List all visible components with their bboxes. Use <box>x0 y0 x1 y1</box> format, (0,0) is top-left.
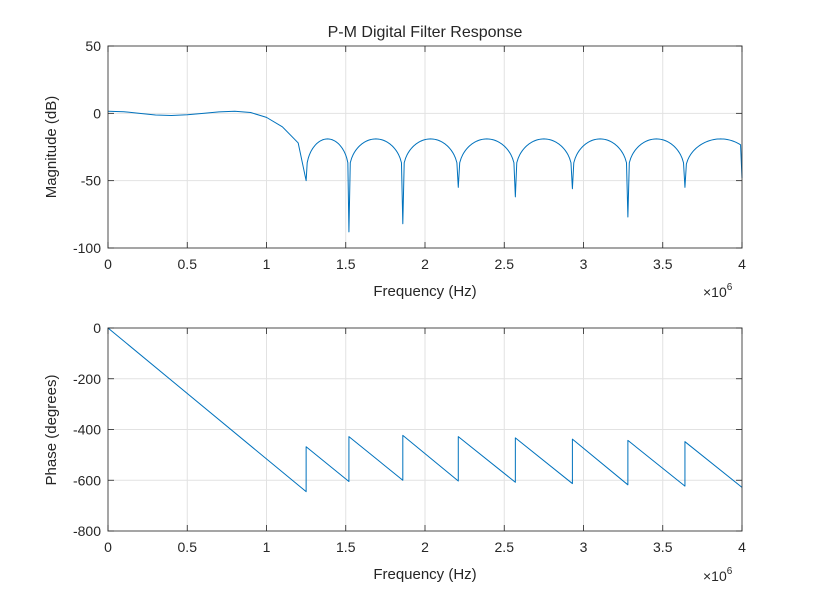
phase-plot: 0 0.5 1 1.5 2 2.5 3 3.5 4 -800 -600 -400 -200 0 Freq… <box>43 320 746 584</box>
magnitude-x-tick-label: 1.5 <box>336 256 356 272</box>
magnitude-x-tick-label: 2 <box>421 256 429 272</box>
phase-x-tick-label: 3 <box>580 539 588 555</box>
phase-y-tick-label: -600 <box>73 472 101 488</box>
magnitude-x-multiplier: ×106 <box>703 282 733 300</box>
magnitude-y-tick-label: -100 <box>73 240 101 256</box>
chart-title: P-M Digital Filter Response <box>328 24 523 41</box>
magnitude-y-tick-label: 0 <box>93 105 101 121</box>
magnitude-y-axis-label: Magnitude (dB) <box>43 96 60 199</box>
magnitude-y-tick-label: 50 <box>85 38 101 54</box>
magnitude-x-tick-label: 0 <box>104 256 112 272</box>
magnitude-x-tick-label: 1 <box>263 256 271 272</box>
magnitude-x-tick-label: 3.5 <box>653 256 673 272</box>
phase-y-axis-label: Phase (degrees) <box>43 375 60 486</box>
phase-x-tick-label: 4 <box>738 539 746 555</box>
phase-y-tick-label: 0 <box>93 320 101 336</box>
phase-x-tick-label: 1 <box>263 539 271 555</box>
magnitude-x-multiplier-base: ×10 <box>703 284 727 300</box>
phase-y-ticks: -800 -600 -400 -200 0 <box>73 320 742 539</box>
magnitude-y-ticks: -100 -50 0 50 <box>73 38 742 256</box>
phase-x-axis-label: Frequency (Hz) <box>373 566 476 583</box>
phase-x-tick-label: 0 <box>104 539 112 555</box>
magnitude-plot: P-M Digital Filter Response 0 0.5 1 1.5 2 2.5… <box>43 24 746 300</box>
magnitude-x-axis-label: Frequency (Hz) <box>373 283 476 300</box>
phase-x-tick-label: 1.5 <box>336 539 356 555</box>
magnitude-series <box>107 110 743 233</box>
phase-x-multiplier: ×106 <box>703 566 733 584</box>
phase-x-tick-label: 2.5 <box>495 539 515 555</box>
magnitude-x-ticks: 0 0.5 1 1.5 2 2.5 3 3.5 4 <box>104 46 746 272</box>
magnitude-x-tick-label: 4 <box>738 256 746 272</box>
phase-x-ticks: 0 0.5 1 1.5 2 2.5 3 3.5 4 <box>104 328 746 555</box>
magnitude-series-line <box>107 110 743 233</box>
magnitude-x-multiplier-exp: 6 <box>727 282 733 293</box>
phase-y-tick-label: -400 <box>73 422 101 438</box>
phase-x-tick-label: 0.5 <box>178 539 198 555</box>
magnitude-x-tick-label: 0.5 <box>178 256 198 272</box>
phase-x-tick-label: 3.5 <box>653 539 673 555</box>
phase-y-tick-label: -800 <box>73 523 101 539</box>
magnitude-y-tick-label: -50 <box>81 173 101 189</box>
phase-x-multiplier-exp: 6 <box>727 566 733 577</box>
phase-x-multiplier-base: ×10 <box>703 568 727 584</box>
magnitude-x-tick-label: 3 <box>580 256 588 272</box>
phase-series <box>107 327 743 493</box>
phase-y-tick-label: -200 <box>73 371 101 387</box>
magnitude-x-tick-label: 2.5 <box>495 256 515 272</box>
phase-x-tick-label: 2 <box>421 539 429 555</box>
phase-series-line <box>107 327 743 493</box>
